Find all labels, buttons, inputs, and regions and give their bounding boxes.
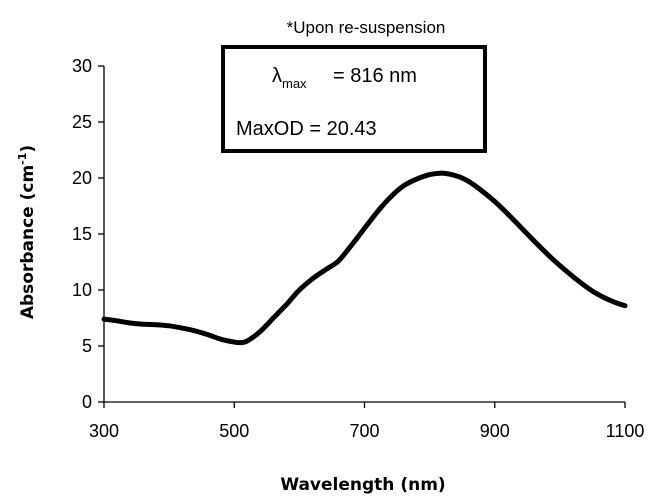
- y-axis-title-close: ): [18, 145, 38, 153]
- axes: [98, 65, 626, 408]
- lambda-subscript: max: [282, 76, 307, 91]
- x-tick-label: 1100: [606, 421, 645, 441]
- y-axis-title-sup: -1: [16, 153, 29, 165]
- y-tick-label: 10: [72, 280, 92, 300]
- x-tick-label: 700: [349, 421, 379, 441]
- annotation-box-border: [221, 45, 487, 153]
- x-axis-title: Wavelength (nm): [280, 475, 445, 495]
- y-axis-title: Absorbance (cm-1): [16, 145, 38, 319]
- absorbance-series-line: [101, 170, 628, 346]
- y-tick-label: 30: [72, 56, 92, 76]
- chart-title: *Upon re-suspension: [287, 18, 446, 37]
- x-tick-label: 300: [89, 421, 119, 441]
- y-tick-label: 20: [72, 168, 92, 188]
- x-tick-labels: 300 500 700 900 1100: [89, 421, 644, 441]
- annotation-box: λmax = 816 nm MaxOD = 20.43: [221, 45, 487, 153]
- y-tick-label: 0: [82, 392, 92, 412]
- lambda-symbol: λ: [272, 65, 282, 87]
- lambda-max-value: = 816 nm: [333, 65, 417, 87]
- lambda-max-label: λmax: [272, 65, 307, 91]
- y-tick-label: 5: [82, 336, 92, 356]
- y-axis-title-main: Absorbance (cm: [18, 165, 38, 319]
- x-tick-label: 500: [219, 421, 249, 441]
- y-tick-label: 15: [72, 224, 92, 244]
- y-tick-labels: 0 5 10 15 20 25 30: [72, 56, 92, 412]
- maxod-label: MaxOD = 20.43: [236, 118, 377, 140]
- x-tick-label: 900: [480, 421, 510, 441]
- y-tick-label: 25: [72, 112, 92, 132]
